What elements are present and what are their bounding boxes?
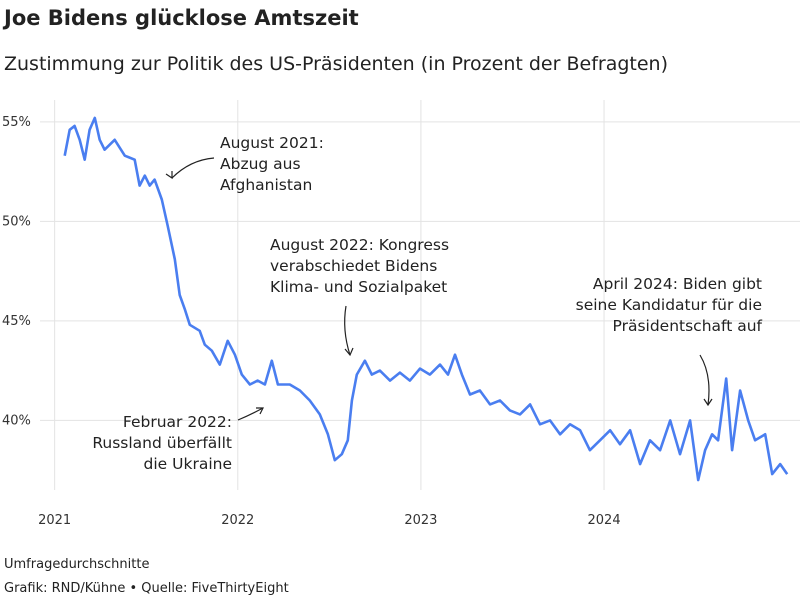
arrow-head	[703, 398, 713, 407]
annotation: Klima- und Sozialpaket	[270, 278, 447, 296]
chart-subtitle: Zustimmung zur Politik des US-Präsidente…	[4, 53, 668, 75]
x-tick-label: 2022	[221, 513, 254, 528]
annotation: Februar 2022:	[123, 413, 232, 431]
annotation: die Ukraine	[144, 455, 232, 473]
annotation: Russland überfällt	[92, 434, 232, 452]
x-tick-label: 2023	[404, 513, 437, 528]
arrow	[171, 157, 215, 179]
chart-title: Joe Bidens glücklose Amtszeit	[2, 6, 359, 30]
annotation: Afghanistan	[220, 176, 312, 194]
note: Umfragedurchschnitte	[4, 557, 149, 572]
y-tick-label: 55%	[2, 115, 31, 130]
arrow	[344, 305, 351, 356]
annotation: seine Kandidatur für die	[576, 296, 762, 314]
y-tick-label: 50%	[2, 214, 31, 229]
arrow	[699, 354, 710, 406]
arrow-head	[165, 171, 173, 180]
annotation: August 2021:	[220, 134, 324, 152]
x-tick-label: 2021	[38, 513, 71, 528]
arrow	[237, 407, 264, 421]
annotation: August 2022: Kongress	[270, 236, 449, 254]
annotation-arrows	[165, 157, 713, 421]
line	[63, 116, 789, 482]
annotation: April 2024: Biden gibt	[593, 275, 762, 293]
arrow-head	[344, 347, 354, 357]
y-tick-label: 45%	[2, 314, 31, 329]
annotation: verabschiedet Bidens	[270, 257, 437, 275]
arrow-head	[256, 407, 264, 415]
y-tick-label: 40%	[2, 413, 31, 428]
annotation: Präsidentschaft auf	[613, 317, 763, 335]
x-tick-label: 2024	[588, 513, 621, 528]
source: Grafik: RND/Kühne • Quelle: FiveThirtyEi…	[4, 581, 289, 596]
annotation: Abzug aus	[220, 155, 301, 173]
